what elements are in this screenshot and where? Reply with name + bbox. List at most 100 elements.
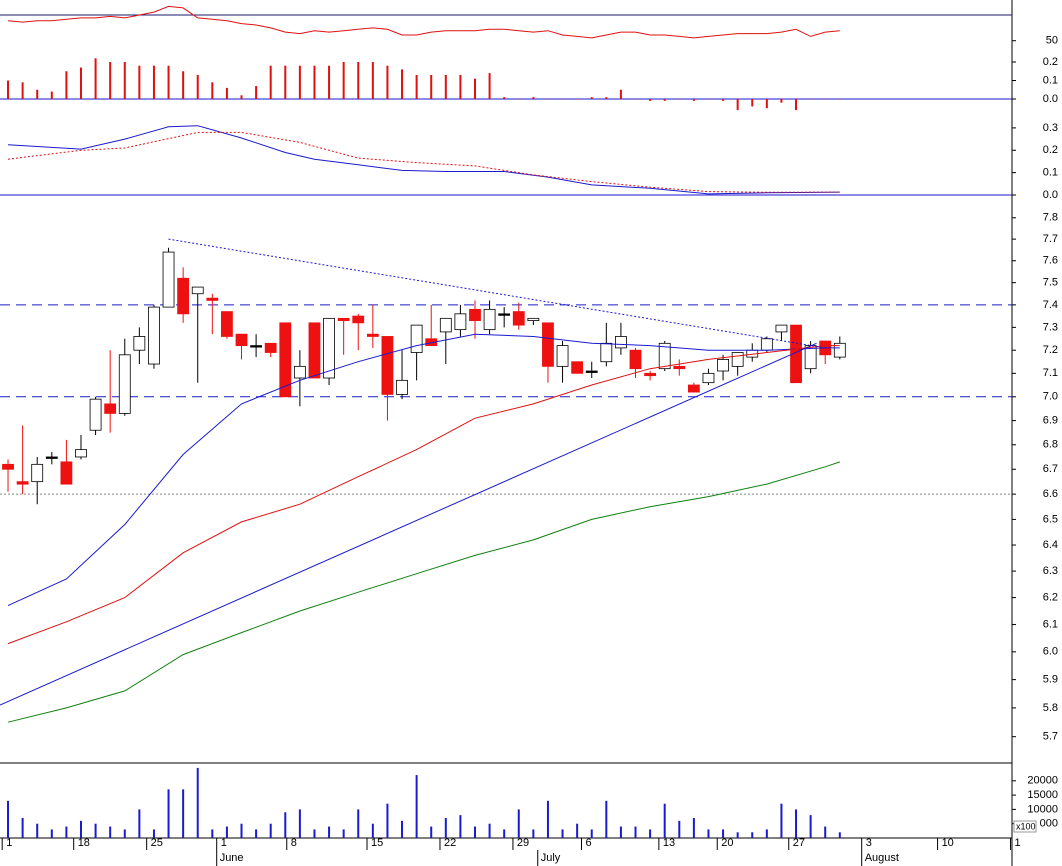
bar — [109, 826, 112, 838]
candle-body — [454, 313, 467, 331]
y-tick-label: 6.7 — [1043, 463, 1058, 475]
bar — [196, 74, 199, 99]
bar — [590, 97, 593, 99]
y-tick-label: 0.0 — [1043, 189, 1058, 201]
bar — [386, 65, 389, 99]
y-tick-label: 000 — [1040, 818, 1058, 830]
bar — [532, 97, 535, 99]
x-tick-label: 15 — [371, 837, 383, 849]
candle-body — [264, 342, 277, 353]
bar — [473, 826, 476, 838]
bar — [182, 789, 185, 838]
y-tick-label: 15000 — [1027, 789, 1058, 801]
candle-body — [279, 322, 292, 398]
bar — [371, 62, 374, 99]
series-line — [7, 461, 840, 723]
candle-body — [148, 306, 160, 365]
candle-body — [658, 342, 671, 370]
bar — [663, 803, 666, 838]
bar — [342, 829, 345, 838]
candle-body — [600, 342, 613, 363]
bar — [503, 829, 506, 838]
bar — [576, 99, 579, 100]
bar — [328, 65, 331, 99]
bar — [590, 829, 593, 838]
bar — [240, 823, 243, 838]
bar — [298, 809, 301, 838]
bar — [517, 99, 520, 100]
bar — [736, 832, 739, 838]
candle-body — [469, 308, 481, 321]
candle-body — [615, 336, 627, 349]
bar — [751, 99, 754, 107]
candle-body — [75, 449, 87, 458]
candle-body — [542, 322, 554, 367]
bar — [619, 826, 622, 838]
bar — [167, 789, 170, 838]
bar — [561, 99, 564, 100]
candle-body — [177, 277, 190, 315]
bar — [824, 826, 827, 838]
candle-body — [498, 313, 511, 316]
unit-box — [1013, 820, 1037, 833]
y-tick-label: 7.4 — [1043, 299, 1058, 311]
bar — [401, 820, 404, 838]
candle-body — [16, 481, 29, 485]
bar — [123, 829, 126, 838]
bar — [561, 829, 564, 838]
candle-body — [250, 345, 263, 348]
x-tick-label: 29 — [517, 837, 529, 849]
bar — [65, 71, 68, 99]
bar — [765, 99, 768, 109]
bar — [138, 809, 141, 838]
x-tick-label: 13 — [663, 837, 675, 849]
bar — [357, 809, 360, 838]
bar — [692, 817, 695, 838]
bar — [36, 823, 39, 838]
candle-body — [337, 317, 350, 321]
x-tick-label: 1 — [221, 837, 227, 849]
candle-body — [556, 345, 569, 367]
bar — [50, 91, 53, 99]
bar — [415, 74, 418, 99]
bar — [795, 809, 798, 838]
bar — [430, 826, 433, 838]
candle-body — [60, 461, 73, 485]
candle-body — [731, 352, 744, 367]
y-tick-label: 6.8 — [1043, 439, 1058, 451]
candle-body — [235, 333, 248, 347]
bar — [634, 826, 637, 838]
bar — [546, 800, 549, 838]
bar — [255, 86, 258, 99]
y-tick-label: 0.1 — [1043, 74, 1058, 86]
bar — [196, 767, 199, 838]
y-tick-label: 6.0 — [1043, 646, 1058, 658]
bar — [79, 67, 82, 99]
candle-body — [775, 324, 788, 333]
bar — [94, 58, 97, 99]
y-tick-label: 7.6 — [1043, 255, 1058, 267]
bar — [21, 82, 24, 99]
bar — [459, 74, 462, 99]
bar — [809, 99, 812, 100]
bar — [357, 62, 360, 99]
y-tick-label: 5.7 — [1043, 731, 1058, 743]
y-tick-label: 0.2 — [1043, 144, 1058, 156]
bar — [605, 97, 608, 99]
bar — [707, 99, 710, 100]
series-line — [168, 238, 826, 349]
y-tick-label: 6.9 — [1043, 415, 1058, 427]
bar — [36, 89, 39, 99]
month-label: July — [541, 852, 561, 864]
bar — [328, 826, 331, 838]
y-tick-label: 6.1 — [1043, 618, 1058, 630]
bar — [838, 832, 841, 838]
bar — [7, 800, 10, 838]
bar — [50, 829, 53, 838]
candle-body — [133, 336, 146, 351]
bar — [65, 826, 68, 838]
candle-body — [31, 463, 44, 483]
bar — [488, 823, 491, 838]
bar — [707, 829, 710, 838]
